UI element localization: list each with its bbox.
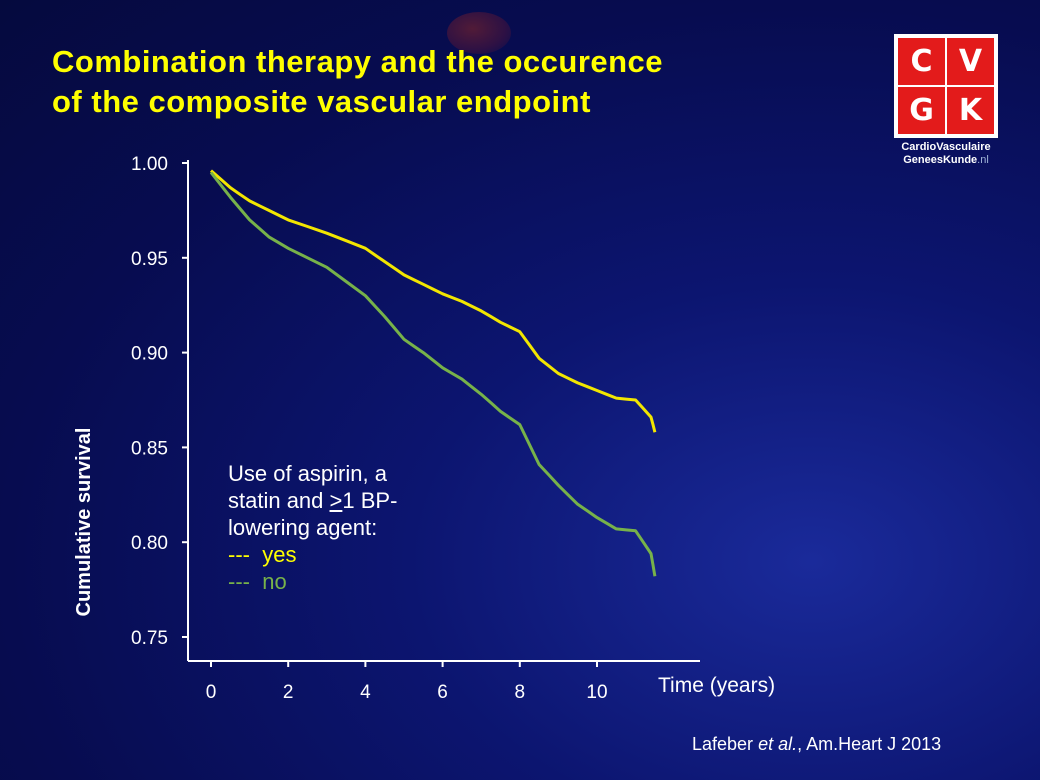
title-line-1: Combination therapy and the occurence [52,44,664,79]
slide-title: Combination therapy and the occurence of… [52,42,852,122]
x-tick-label: 6 [437,682,448,703]
legend-geq-symbol: > [329,488,343,513]
citation-authors: Lafeber [692,734,759,754]
legend-line-2-pre: statin and [228,488,330,513]
x-tick-label: 0 [206,682,217,703]
legend-entry-no: --- no [228,569,287,594]
x-ticks: 0 2 4 6 8 10 [206,661,608,703]
title-line-2: of the composite vascular endpoint [52,84,591,119]
logo-caption-name: GeneesKunde [903,154,978,166]
logo-letter-c: C [898,38,945,85]
logo-grid: C V G K [894,34,998,138]
series-line-no [209,171,657,577]
legend-line-2: statin and >1 BP- [228,487,397,514]
x-tick-label: 2 [283,682,294,703]
x-tick-label: 8 [515,682,526,703]
logo-letter-k: K [947,87,994,134]
legend: Use of aspirin, a statin and >1 BP- lowe… [228,460,397,595]
logo-letter-v: V [947,38,994,85]
y-tick-label: 0.80 [131,533,168,554]
citation: Lafeber et al., Am.Heart J 2013 [692,734,941,755]
chart-series [209,169,657,577]
logo-caption: CardioVasculaire GeneesKunde.nl [894,141,998,167]
y-tick-label: 0.75 [131,628,168,649]
logo-letter-g: G [898,87,945,134]
logo-caption-line-2: GeneesKunde.nl [894,154,998,167]
y-tick-label: 0.85 [131,438,168,459]
decorative-blob [447,12,511,54]
cvgk-logo: C V G K CardioVasculaire GeneesKunde.nl [894,34,998,174]
logo-caption-line-1: CardioVasculaire [901,141,991,153]
y-tick-label: 0.90 [131,344,168,365]
logo-caption-suffix: .nl [977,154,989,166]
legend-entry-yes: --- yes [228,542,297,567]
y-axis-title: Cumulative survival [73,428,95,617]
series-line-yes [210,169,657,433]
x-tick-label: 4 [360,682,371,703]
citation-et-al: et al. [758,734,798,754]
y-ticks: 1.00 0.95 0.90 0.85 0.80 0.75 [131,154,188,649]
chart-axes [187,160,700,662]
x-axis-title: Time (years) [658,674,775,697]
x-tick-label: 10 [586,682,607,703]
y-tick-label: 1.00 [131,154,168,175]
legend-line-2-post: 1 BP- [342,488,398,513]
legend-line-3: lowering agent: [228,515,378,540]
y-tick-label: 0.95 [131,249,168,270]
citation-journal: , Am.Heart J 2013 [797,734,942,754]
legend-line-1: Use of aspirin, a [228,461,387,486]
